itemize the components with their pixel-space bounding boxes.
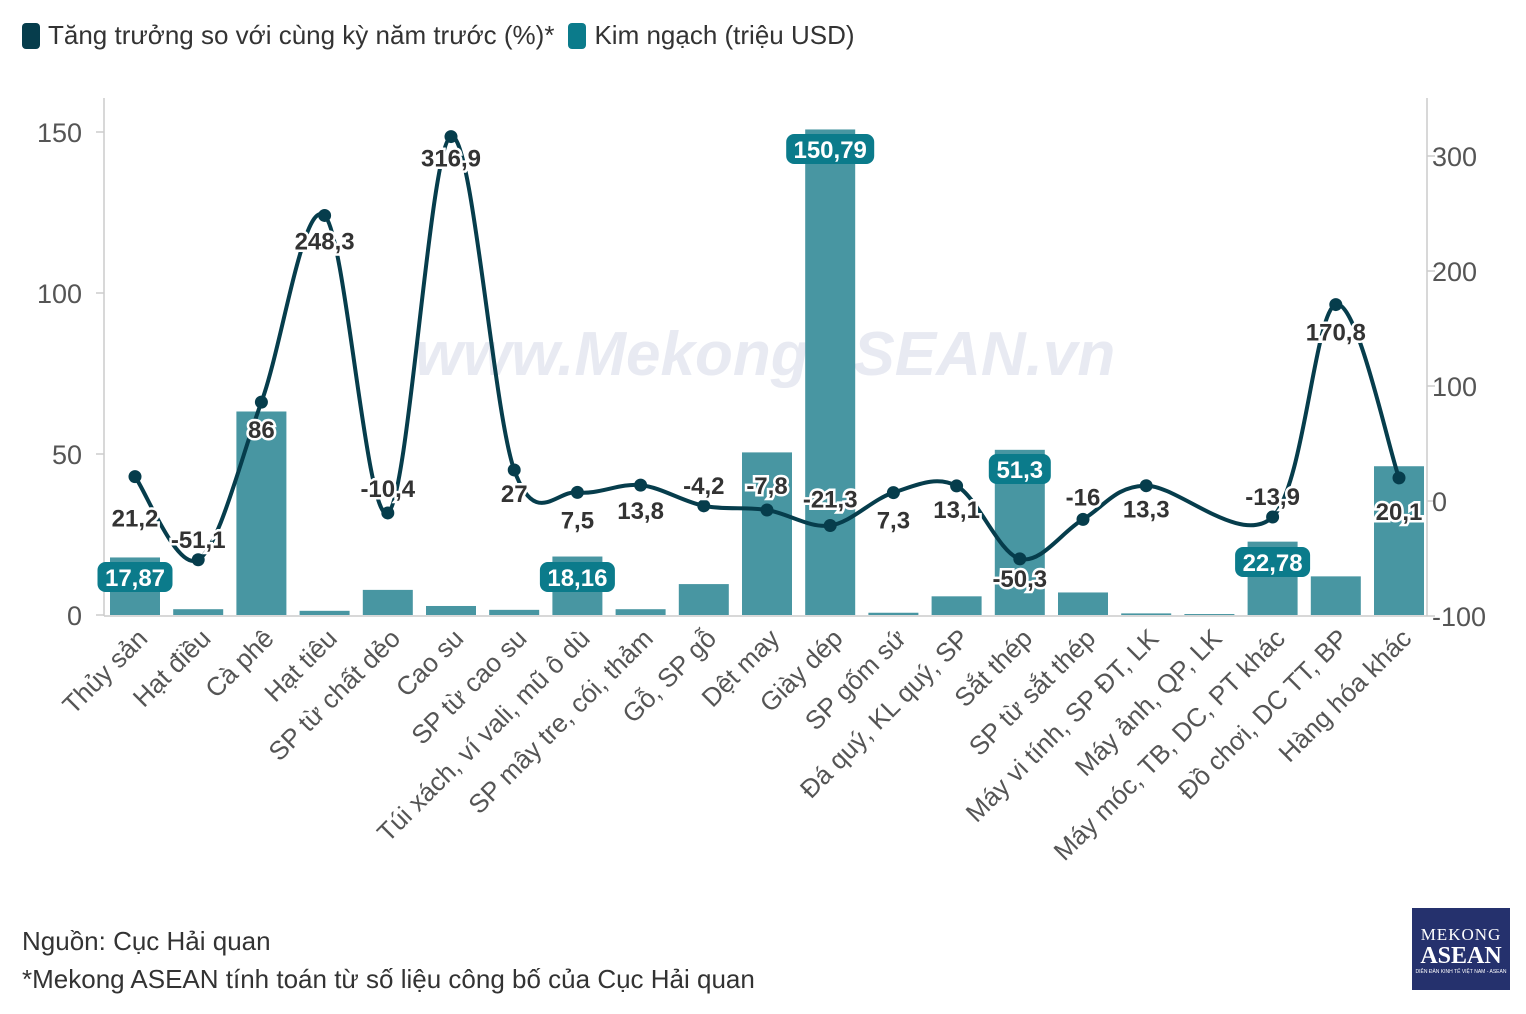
growth-point [381,506,395,520]
bar-data-label: 17,87 [105,565,165,592]
footer-note: *Mekong ASEAN tính toán từ số liệu công … [22,964,755,994]
line-data-label: -13,9 [1245,484,1300,511]
growth-point [1076,512,1090,526]
left-tick-label: 150 [37,118,82,148]
bar-label-bg [988,454,1051,484]
line-data-label: -21,3 [803,486,858,513]
line-data-label: 86 [248,417,275,444]
growth-point [697,499,711,513]
axes: 0 50 100 150 -100 0 100 200 300 [37,98,1486,632]
bar-label-bg [97,562,173,592]
bar [615,609,666,615]
bar-label-bg [1235,547,1311,577]
growth-point [318,208,332,222]
growth-point [1392,471,1406,485]
line-data-label: -10,4 [360,476,415,503]
bar-data-label: 18,16 [547,565,607,592]
legend-label-bar: Kim ngạch (triệu USD) [594,20,855,50]
bar [426,605,476,615]
bar [1374,466,1424,615]
left-tick-label: 0 [67,601,82,631]
line-data-label: 170,8 [1306,320,1366,347]
line-data-label: 20,1 [1376,499,1423,526]
line-data-label: 7,3 [877,508,910,535]
growth-point [128,470,142,484]
legend-swatch-line [22,22,40,49]
line-data-label: 7,5 [561,507,594,534]
line-data-label: -4,2 [683,473,724,500]
legend-label-line: Tăng trưởng so với cùng kỳ năm trước (%)… [48,20,555,50]
line-data-label: 13,1 [933,497,980,524]
line-data-label: 13,8 [617,498,664,525]
bar [678,584,729,615]
bar-data-label: 51,3 [996,457,1043,484]
growth-point [1266,510,1280,524]
growth-point [886,486,900,500]
bar [742,452,792,615]
line-data-label: 248,3 [295,228,355,255]
mekong-asean-logo: MEKONG ASEAN DIỄN ĐÀN KINH TẾ VIỆT NAM -… [1412,908,1510,990]
growth-point [507,463,521,477]
right-tick-label: 100 [1432,372,1477,402]
growth-point [950,479,964,493]
growth-point [254,395,268,409]
bar [1121,613,1172,615]
legend-item-line[interactable]: Tăng trưởng so với cùng kỳ năm trước (%)… [22,20,554,51]
bar-data-label: 150,79 [793,137,866,164]
bar [868,612,919,615]
bar [1184,614,1235,616]
line-data-label: 316,9 [421,146,481,173]
right-tick-label: 300 [1432,142,1477,172]
category-label: Thủy sản [56,623,153,720]
legend: Tăng trưởng so với cùng kỳ năm trước (%)… [22,20,869,51]
growth-point [634,478,648,492]
growth-point [760,503,774,517]
line-data-label: 27 [501,481,528,508]
right-tick-label: 0 [1432,487,1447,517]
bar-label-bg [539,562,615,592]
bar [805,129,856,615]
growth-point [570,485,584,499]
right-tick-label: 200 [1432,257,1477,287]
growth-point [191,553,205,567]
growth-point [1013,552,1027,566]
footer-source: Nguồn: Cục Hải quan [22,926,271,956]
line-data-label: -50,3 [992,566,1047,593]
line-data-label: -16 [1066,484,1101,511]
bar-label-bg [786,134,875,164]
line-series [128,130,1406,567]
bar [362,589,413,615]
bar-data-label: 22,78 [1243,550,1303,577]
watermark: www.MekongASEAN.vn [415,320,1115,389]
line-data-label: 21,2 [112,506,159,533]
line-data-label: -51,1 [171,527,226,554]
growth-point [1139,479,1153,493]
legend-item-bar[interactable]: Kim ngạch (triệu USD) [568,20,855,51]
right-tick-label: -100 [1432,602,1486,632]
growth-point [823,518,837,532]
left-tick-label: 50 [52,440,82,470]
bar [489,609,540,615]
growth-point [1329,298,1343,312]
bar [931,596,982,615]
bar [299,610,350,615]
left-tick-label: 100 [37,279,82,309]
bar [173,609,224,615]
bar [1310,576,1361,615]
line-data-label: 13,3 [1123,497,1170,524]
growth-point [444,130,458,144]
bar [1058,592,1108,615]
line-data-label: -7,8 [746,473,787,500]
legend-swatch-bar [568,22,587,49]
